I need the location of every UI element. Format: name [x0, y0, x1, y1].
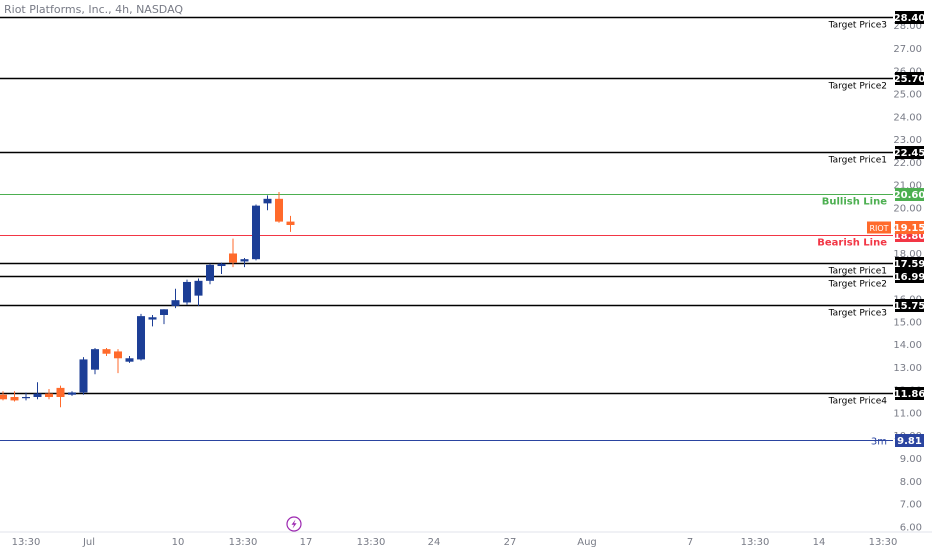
price-axis-badge — [895, 72, 924, 85]
price-axis-badge — [895, 257, 924, 270]
time-axis-label: 13:30 — [357, 537, 386, 548]
candle-body[interactable] — [10, 396, 19, 401]
price-axis-badge-label: 17.59 — [894, 259, 926, 270]
time-axis-label: 13:30 — [229, 537, 258, 548]
level-label: Target Price1 — [828, 156, 887, 166]
level-label: Target Price4 — [828, 397, 888, 407]
level-label: Bullish Line — [822, 197, 887, 208]
price-axis-badge — [895, 188, 924, 201]
price-axis-badge — [895, 387, 924, 400]
price-axis-badge-label: 22.45 — [894, 148, 926, 159]
lightning-icon-glyph — [291, 519, 297, 529]
candle-body[interactable] — [68, 392, 76, 395]
price-axis-tick-label: 9.00 — [900, 454, 922, 465]
price-axis-tick-label: 21.00 — [893, 181, 922, 192]
candle-body[interactable] — [206, 264, 214, 281]
time-axis-label: 13:30 — [12, 537, 41, 548]
candle-body[interactable] — [263, 198, 272, 204]
level-label: Target Price1 — [828, 267, 887, 277]
current-price-badge-label: 19.15 — [894, 223, 926, 234]
candle-body[interactable] — [33, 393, 42, 397]
time-axis-label: Jul — [82, 537, 95, 548]
candle-body[interactable] — [171, 300, 180, 306]
candle-body[interactable] — [56, 387, 65, 397]
price-axis-badge-label: 16.99 — [894, 272, 926, 283]
candle-body[interactable] — [217, 263, 226, 267]
time-axis-label: 13:30 — [741, 537, 770, 548]
candle-body[interactable] — [102, 349, 111, 354]
price-axis-tick-label: 8.00 — [900, 477, 922, 488]
candle-body[interactable] — [0, 394, 7, 400]
symbol-badge — [867, 221, 891, 234]
price-axis-tick-label: 14.00 — [893, 340, 922, 351]
candle-body[interactable] — [252, 205, 260, 260]
time-axis-label: Aug — [577, 537, 597, 548]
time-axis-label: 13:30 — [869, 537, 898, 548]
candle-body[interactable] — [194, 280, 203, 296]
candle-body[interactable] — [125, 358, 134, 362]
price-axis-tick-label: 27.00 — [893, 44, 922, 55]
candle-body[interactable] — [91, 349, 99, 370]
current-price-badge — [895, 221, 924, 234]
price-axis-badge-label: 25.70 — [894, 74, 926, 85]
time-axis-label: 10 — [172, 537, 185, 548]
price-axis-badge — [895, 11, 924, 24]
price-axis-tick-label: 25.00 — [893, 90, 922, 101]
price-axis-badge-label: 9.81 — [897, 436, 922, 447]
candle-body[interactable] — [286, 221, 295, 226]
price-axis-badge — [895, 270, 924, 283]
price-axis-badge-label: 18.80 — [894, 231, 926, 242]
price-axis-badge-label: 11.86 — [894, 389, 926, 400]
time-axis-label: 27 — [504, 537, 517, 548]
chart-title: Riot Platforms, Inc., 4h, NASDAQ — [4, 3, 184, 16]
candle-body[interactable] — [45, 393, 53, 397]
price-axis-tick-label: 23.00 — [893, 135, 922, 146]
time-axis-label: 7 — [687, 537, 693, 548]
price-axis-badge-label: 28.40 — [894, 13, 926, 24]
price-axis-badge-label: 15.75 — [894, 301, 926, 312]
price-axis-tick-label: 6.00 — [900, 522, 922, 533]
price-axis-tick-label: 28.00 — [893, 21, 922, 32]
candle-body[interactable] — [240, 259, 249, 262]
candle-body[interactable] — [79, 359, 88, 393]
price-axis-badge — [895, 146, 924, 159]
level-label: Target Price2 — [828, 82, 887, 92]
price-axis-tick-label: 20.00 — [893, 203, 922, 214]
candle-body[interactable] — [229, 253, 237, 263]
price-axis-tick-label: 22.00 — [893, 158, 922, 169]
price-axis-badge — [895, 299, 924, 312]
candle-body[interactable] — [22, 396, 30, 399]
level-label: Target Price3 — [828, 21, 887, 31]
time-axis-label: 14 — [813, 537, 826, 548]
level-label: Target Price2 — [828, 280, 887, 290]
price-axis-tick-label: 11.00 — [893, 408, 922, 419]
price-axis-badge-label: 20.60 — [894, 190, 926, 201]
price-axis-tick-label: 7.00 — [900, 500, 922, 511]
time-axis-label: 17 — [300, 537, 313, 548]
price-axis-tick-label: 18.00 — [893, 249, 922, 260]
candle-body[interactable] — [137, 316, 145, 360]
price-axis-tick-label: 13.00 — [893, 363, 922, 374]
level-label: Bearish Line — [817, 238, 887, 249]
price-axis-tick-label: 24.00 — [893, 112, 922, 123]
time-axis-label: 24 — [428, 537, 441, 548]
level-label: 3m — [871, 437, 887, 448]
symbol-badge-label: RIOT — [869, 224, 888, 233]
price-axis-badge — [895, 434, 924, 447]
level-label: Target Price3 — [828, 309, 887, 319]
candle-body[interactable] — [148, 317, 157, 320]
candle-body[interactable] — [114, 351, 122, 359]
price-axis-tick-label: 15.00 — [893, 317, 922, 328]
candle-body[interactable] — [275, 198, 283, 222]
candle-body[interactable] — [183, 281, 191, 303]
candle-body[interactable] — [160, 309, 168, 315]
